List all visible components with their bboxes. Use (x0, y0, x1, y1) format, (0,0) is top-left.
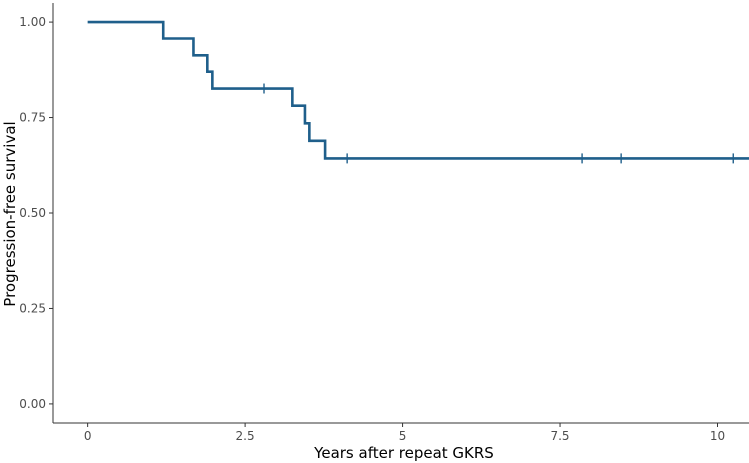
x-ticks: 0 2.5 5 7.5 10 (84, 423, 725, 443)
y-tick-label: 1.00 (19, 15, 46, 29)
x-tick-label: 10 (710, 429, 725, 443)
survival-step-line (87, 20, 749, 160)
y-ticks: 0.00 0.25 0.50 0.75 1.00 (19, 15, 53, 411)
x-tick-label: 0 (84, 429, 92, 443)
x-tick-label: 2.5 (236, 429, 255, 443)
y-axis-title: Progression-free survival (1, 121, 19, 306)
y-tick-label: 0.50 (19, 206, 46, 220)
series-layer (87, 20, 749, 164)
x-tick-label: 7.5 (550, 429, 569, 443)
axes (52, 3, 749, 424)
y-tick-label: 0.00 (19, 397, 46, 411)
y-tick-label: 0.25 (19, 301, 46, 315)
x-axis-title: Years after repeat GKRS (313, 444, 494, 462)
x-tick-label: 5 (399, 429, 407, 443)
y-tick-label: 0.75 (19, 111, 46, 125)
